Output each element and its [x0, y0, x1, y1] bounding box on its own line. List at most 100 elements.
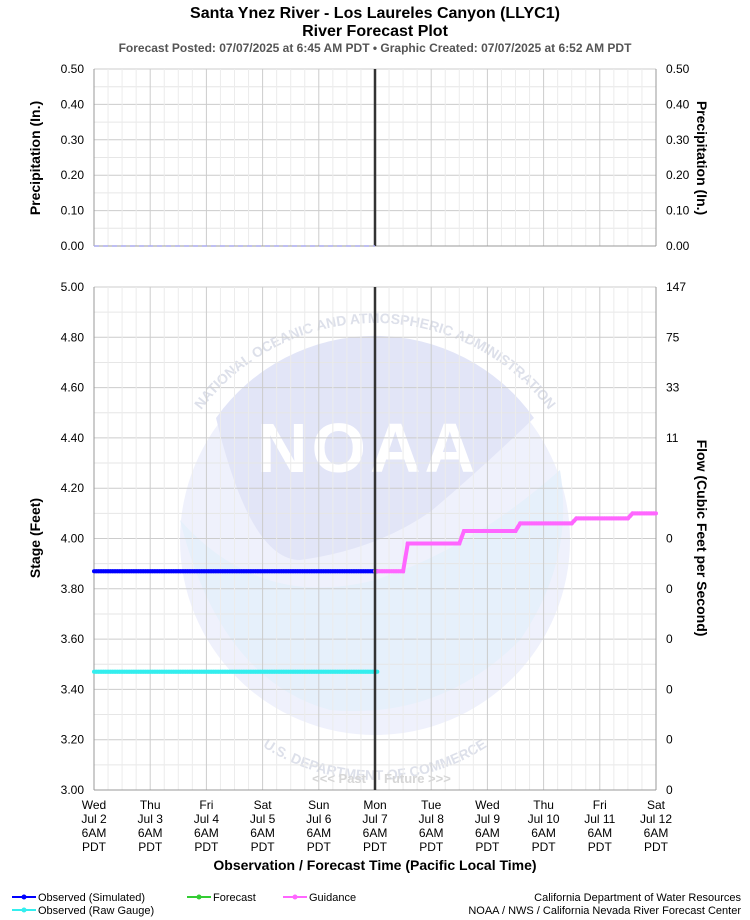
flow-tick-label: 0	[666, 632, 673, 646]
flow-tick-label: 0	[666, 532, 673, 546]
precip-grid	[93, 68, 657, 247]
y-tick-label: 4.40	[61, 431, 85, 445]
x-tick-label: PDT	[532, 840, 557, 854]
x-tick-label: Wed	[82, 798, 106, 812]
stage-grid	[93, 286, 657, 791]
x-tick-label: 6AM	[644, 826, 669, 840]
x-tick-label: PDT	[138, 840, 163, 854]
x-tick-label: 6AM	[363, 826, 388, 840]
y-tick-label: 3.00	[61, 783, 85, 797]
y-tick-label: 3.60	[61, 632, 85, 646]
stage-series	[92, 287, 658, 790]
y-tick-label: 0.20	[666, 168, 690, 182]
x-tick-label: PDT	[363, 840, 388, 854]
flow-tick-label: 11	[666, 431, 679, 445]
series-point	[569, 521, 574, 526]
legend-item-forecast: Forecast	[187, 892, 256, 904]
y-tick-label: 0.00	[61, 239, 85, 253]
y-tick-label: 4.80	[61, 330, 85, 344]
y-tick-label: 0.50	[61, 62, 85, 76]
y-tick-label: 3.40	[61, 682, 85, 696]
x-tick-label: PDT	[251, 840, 276, 854]
x-tick-label: Wed	[475, 798, 499, 812]
x-tick-label: Jul 9	[475, 812, 501, 826]
x-tick-label: 6AM	[475, 826, 500, 840]
precip-y-ticks-left: 0.00 0.10 0.20 0.30 0.40 0.50	[61, 62, 85, 253]
precip-ylabel-left: Precipitation (In.)	[27, 101, 43, 215]
x-tick-label: Thu	[533, 798, 554, 812]
legend-item-observed-simulated: Observed (Simulated)	[12, 892, 145, 904]
x-tick-label: Jul 12	[640, 812, 672, 826]
legend-label: Forecast	[213, 892, 256, 904]
y-tick-label: 5.00	[61, 280, 85, 294]
y-tick-label: 0.30	[666, 133, 690, 147]
series-point	[375, 669, 380, 674]
stage-y-ticks-left: 3.00 3.20 3.40 3.60 3.80 4.00 4.20 4.40 4.60 4.80…	[61, 280, 85, 797]
x-tick-label: Jul 8	[419, 812, 445, 826]
flow-tick-label: 0	[666, 783, 673, 797]
x-tick-label: 6AM	[250, 826, 275, 840]
x-tick-label: 6AM	[587, 826, 612, 840]
past-label: <<< Past	[312, 771, 367, 786]
precip-ylabel-right: Precipitation (In.)	[694, 101, 710, 215]
x-tick-label: Jul 11	[584, 812, 615, 826]
y-tick-label: 4.60	[61, 381, 85, 395]
chart-title: Santa Ynez River - Los Laureles Canyon (…	[190, 5, 560, 22]
credit-nws: NOAA / NWS / California Nevada River For…	[468, 905, 741, 917]
x-tick-label: PDT	[82, 840, 107, 854]
flow-tick-label: 0	[666, 733, 673, 747]
x-axis-label: Observation / Forecast Time (Pacific Loc…	[213, 857, 536, 873]
x-tick-label: PDT	[475, 840, 500, 854]
x-tick-label: Mon	[363, 798, 386, 812]
y-tick-label: 0.30	[61, 133, 85, 147]
legend-label: Guidance	[309, 892, 356, 904]
series-point	[513, 528, 518, 533]
x-tick-label: Jul 6	[306, 812, 332, 826]
posted-info: Forecast Posted: 07/07/2025 at 6:45 AM P…	[119, 41, 633, 55]
x-tick-label: 6AM	[419, 826, 444, 840]
x-tick-label: PDT	[194, 840, 219, 854]
series-point	[459, 535, 464, 540]
x-tick-label: PDT	[644, 840, 669, 854]
legend-item-guidance: Guidance	[283, 892, 356, 904]
x-tick-label: PDT	[419, 840, 444, 854]
x-tick-label: Fri	[199, 798, 213, 812]
x-tick-label: Jul 7	[362, 812, 388, 826]
flow-y-ticks-right: 0 0 0 0 0 0 11 33 75 147	[666, 280, 686, 797]
y-tick-label: 0.20	[61, 168, 85, 182]
y-tick-label: 0.10	[61, 204, 85, 218]
flow-ylabel-right: Flow (Cubic Feet per Second)	[694, 440, 710, 637]
y-tick-label: 4.00	[61, 532, 85, 546]
precip-y-ticks-right: 0.00 0.10 0.20 0.30 0.40 0.50	[666, 62, 690, 253]
legend-item-observed-raw: Observed (Raw Gauge)	[12, 905, 154, 917]
flow-tick-label: 33	[666, 381, 680, 395]
x-tick-label: Sun	[308, 798, 329, 812]
legend-label: Observed (Raw Gauge)	[38, 905, 154, 917]
flow-tick-label: 147	[666, 280, 686, 294]
y-tick-label: 3.80	[61, 582, 85, 596]
x-tick-label: Jul 10	[528, 812, 560, 826]
y-tick-label: 0.40	[61, 97, 85, 111]
x-tick-label: Sat	[254, 798, 273, 812]
x-tick-label: Thu	[140, 798, 161, 812]
y-tick-label: 4.20	[61, 481, 85, 495]
x-tick-label: PDT	[307, 840, 332, 854]
series-point	[401, 569, 406, 574]
x-tick-label: 6AM	[531, 826, 556, 840]
legend-label: Observed (Simulated)	[38, 892, 145, 904]
x-tick-label: 6AM	[194, 826, 219, 840]
series-point	[457, 541, 462, 546]
x-tick-label: 6AM	[82, 826, 107, 840]
noaa-logo-text: NOAA	[257, 409, 479, 487]
x-tick-label: Jul 5	[250, 812, 276, 826]
